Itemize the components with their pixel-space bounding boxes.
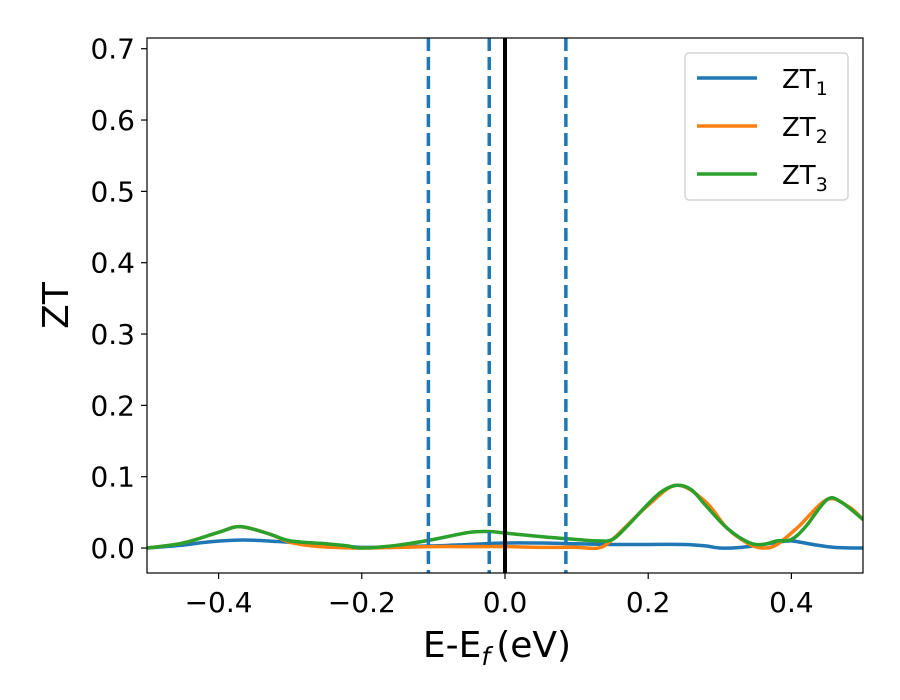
legend-box xyxy=(684,52,849,201)
y-tick-label: 0.3 xyxy=(90,318,135,351)
x-tick-label: 0.2 xyxy=(626,586,671,619)
x-tick-label: −0.4 xyxy=(185,586,253,619)
y-axis: 0.0 0.1 0.2 0.3 0.4 0.5 0.6 0.7 xyxy=(90,33,147,565)
y-tick-label: 0.5 xyxy=(90,175,135,208)
x-tick-label: 0.0 xyxy=(483,586,528,619)
y-tick-label: 0.4 xyxy=(90,247,135,280)
y-tick-label: 0.0 xyxy=(90,532,135,565)
x-tick-label: −0.2 xyxy=(328,586,396,619)
x-axis: −0.4 −0.2 0.0 0.2 0.4 xyxy=(185,573,814,619)
x-axis-label: E-Ef (eV) xyxy=(423,625,571,671)
legend: ZT1 ZT2 ZT3 xyxy=(684,52,849,201)
series-line-zt3 xyxy=(147,483,863,550)
y-tick-label: 0.7 xyxy=(90,33,135,66)
y-tick-label: 0.6 xyxy=(90,104,135,137)
legend-label-zt3: ZT3 xyxy=(782,161,828,196)
y-axis-label: ZT xyxy=(36,281,77,329)
y-tick-label: 0.1 xyxy=(90,461,135,494)
x-tick-label: 0.4 xyxy=(769,586,814,619)
legend-label-zt1: ZT1 xyxy=(782,65,828,100)
legend-label-zt2: ZT2 xyxy=(782,113,828,148)
y-tick-label: 0.2 xyxy=(90,389,135,422)
plot-area xyxy=(147,38,863,573)
